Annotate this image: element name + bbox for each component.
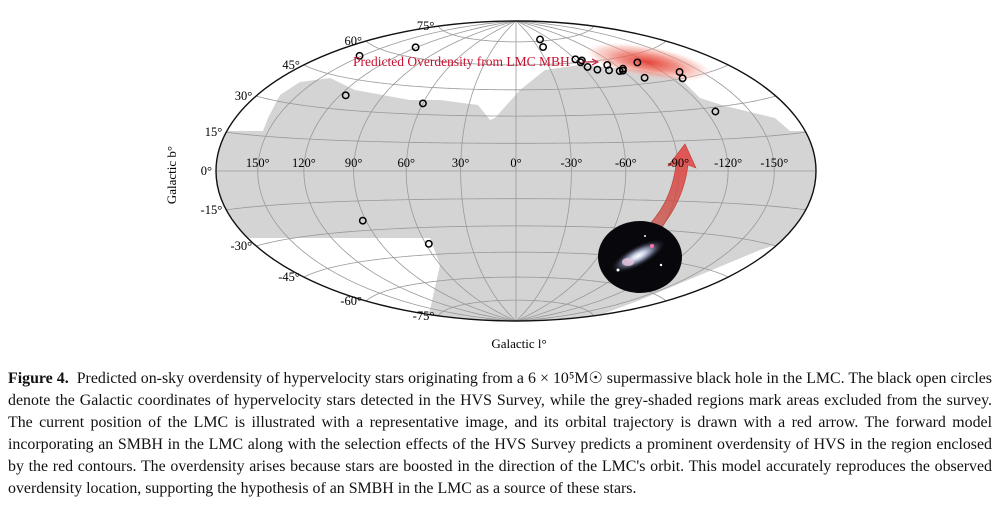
sky-boundary (215, 20, 817, 322)
x-tick-label: 0° (510, 156, 521, 170)
y-tick-label: 15° (205, 125, 223, 139)
y-tick-labels: 75° 60° 45° 30° 15° 0° -15° -30° -45° -60° -75° (201, 19, 435, 323)
y-tick-label: 0° (201, 164, 212, 178)
hvs-star-marker (603, 61, 612, 69)
y-tick-label: -45° (278, 270, 300, 284)
hvs-star-marker (424, 239, 433, 248)
hvs-star-marker (411, 43, 420, 52)
annotation-arrow (582, 58, 600, 66)
y-tick-label: 60° (345, 34, 363, 48)
figure-caption: Figure 4. Predicted on-sky overdensity of… (8, 368, 992, 500)
meridian-l90 (353, 21, 517, 321)
hvs-star-marker (678, 74, 687, 83)
sky-map-figure: 150° 120° 90° 60° 30° 0° -30° -60° -90° -120° -150… (164, 19, 817, 351)
x-tick-label: -60° (615, 156, 637, 170)
y-tick-label: 45° (282, 58, 300, 72)
lmc-orbit-arrow (641, 143, 697, 241)
hvs-star-marker (640, 73, 649, 82)
meridian-l120 (303, 21, 517, 321)
hvs-star-marker (536, 35, 544, 44)
y-tick-label: 75° (417, 19, 435, 33)
excluded-galactic-plane-band (216, 131, 816, 218)
hvs-star-marker (675, 68, 684, 76)
hvs-star-marker (355, 51, 364, 60)
y-tick-label: -60° (340, 294, 362, 308)
y-tick-label: 30° (235, 89, 253, 103)
aitoff-sky-map: 150° 120° 90° 60° 30° 0° -30° -60° -90° -120° -150… (164, 19, 817, 351)
overdensity-annotation: Predicted Overdensity from LMC MBH (353, 54, 570, 69)
hvs-star-marker (418, 99, 427, 108)
y-tick-label: -30° (231, 239, 253, 253)
hvs-star-marker (618, 64, 627, 73)
x-tick-label: 60° (397, 156, 415, 170)
hvs-star-marker (711, 107, 720, 116)
y-tick-label: -15° (201, 203, 223, 217)
x-tick-label: -120° (714, 156, 742, 170)
y-tick-label: -75° (413, 309, 435, 323)
hvs-star-marker (583, 63, 592, 71)
hvs-star-marker (341, 91, 350, 100)
lmc-image (598, 221, 682, 293)
x-tick-label: 30° (452, 156, 470, 170)
caption-text: Predicted on-sky overdensity of hypervel… (8, 370, 992, 497)
x-tick-label: 90° (345, 156, 363, 170)
x-tick-label: 120° (292, 156, 316, 170)
x-axis-label: Galactic l° (491, 336, 546, 351)
hvs-star-marker (539, 43, 548, 51)
x-tick-label: -30° (561, 156, 583, 170)
hvs-star-marker (633, 58, 642, 67)
excluded-south-region (216, 218, 816, 321)
x-tick-label: -150° (760, 156, 788, 170)
hvs-star-marker (593, 65, 602, 74)
predicted-overdensity-contour (584, 42, 712, 82)
caption-label: Figure 4. (8, 370, 69, 387)
hvs-star-marker (577, 56, 586, 65)
meridian-l-30 (515, 21, 572, 321)
hvs-star-marker (358, 216, 367, 225)
x-tick-label: 150° (246, 156, 270, 170)
y-axis-label: Galactic b° (164, 146, 179, 204)
meridian-l30 (460, 21, 517, 321)
x-tick-label: -90° (668, 156, 690, 170)
excluded-north-region (263, 65, 790, 131)
hvs-stars (341, 35, 720, 248)
meridian-l60 (405, 21, 517, 321)
x-tick-labels: 150° 120° 90° 60° 30° 0° -30° -60° -90° -120° -150… (246, 156, 788, 170)
meridian-l150 (257, 21, 517, 321)
